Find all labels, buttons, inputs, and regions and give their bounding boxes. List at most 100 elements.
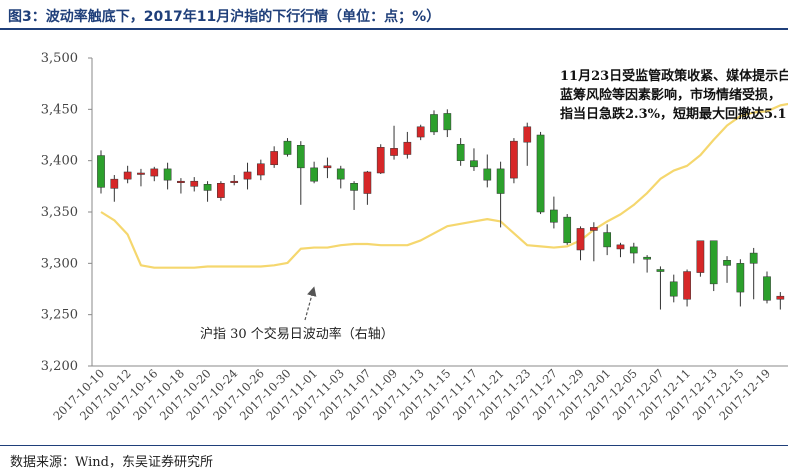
candle	[550, 196, 558, 229]
candle-body-down	[603, 232, 612, 248]
title-rule	[0, 28, 788, 30]
candle-body-down	[296, 145, 305, 169]
candle-body-down	[736, 263, 745, 293]
candle-body-up	[696, 240, 705, 273]
candle	[616, 242, 625, 258]
y-tick-label: 3,250	[41, 308, 78, 323]
footer-rule	[0, 445, 788, 446]
candle-body-down	[203, 184, 212, 191]
candle	[230, 175, 239, 186]
candle	[669, 274, 678, 303]
candle	[416, 124, 425, 141]
y-tick-label: 3,450	[41, 102, 78, 117]
candle-body-up	[270, 151, 279, 166]
candle	[656, 266, 665, 310]
candle-body-up	[150, 168, 159, 177]
candle-body-down	[97, 155, 105, 188]
candle-body-up	[363, 171, 372, 194]
candle	[443, 109, 452, 138]
candle-body-up	[616, 244, 625, 250]
candle	[190, 177, 199, 192]
candle-body-up	[576, 228, 585, 251]
event-annotation-line: 蓝筹风险等因素影响，市场情绪受损，	[560, 87, 781, 103]
volatility-line	[100, 102, 788, 269]
candle-body-down	[430, 114, 438, 133]
candle-body-down	[550, 209, 558, 223]
candle-body-up	[217, 183, 225, 198]
candle	[336, 165, 345, 189]
candle-body-up	[137, 172, 145, 175]
candle-body-up	[256, 163, 265, 176]
candle-body-down	[310, 167, 318, 182]
candle-body-down	[443, 113, 452, 131]
candle	[483, 154, 492, 188]
volatility-label: 沪指 30 个交易日波动率（右轴）	[200, 326, 394, 342]
candle-body-up	[403, 141, 412, 155]
candle-body-down	[709, 240, 718, 285]
candle	[390, 125, 398, 160]
event-annotation-line: 指当日急跌2.3%，短期最大回撤达5.1	[560, 106, 787, 122]
candle	[723, 256, 731, 283]
candle-body-down	[749, 252, 758, 264]
candle	[763, 271, 771, 304]
candle	[217, 181, 225, 201]
candle	[243, 162, 252, 190]
candle-body-down	[336, 168, 345, 180]
candle-body-down	[656, 269, 665, 272]
candle	[736, 259, 745, 307]
candle	[510, 138, 518, 184]
candle-body-up	[523, 126, 532, 143]
candle-body-up	[510, 140, 518, 179]
candle-body-down	[669, 281, 678, 297]
candle-body-up	[376, 147, 385, 174]
candle	[709, 240, 718, 292]
y-tick-label: 3,500	[41, 51, 78, 66]
candle	[683, 269, 691, 307]
candle-body-down	[629, 246, 638, 254]
candle	[177, 178, 185, 194]
candle	[137, 168, 145, 187]
y-tick-label: 3,300	[41, 256, 78, 271]
candle	[629, 242, 638, 264]
candle-body-up	[190, 180, 199, 187]
y-tick-label: 3,400	[41, 154, 78, 169]
candle	[403, 131, 412, 159]
candle	[123, 165, 132, 184]
candle	[270, 146, 279, 168]
candle-body-up	[110, 178, 119, 189]
candle-body-down	[350, 183, 358, 191]
candle	[643, 255, 651, 273]
event-annotation-line: 11月23日受监管政策收紧、媒体提示白	[560, 68, 788, 84]
candle	[203, 181, 212, 202]
candle-body-down	[470, 160, 478, 168]
candle	[323, 157, 332, 179]
candle-body-up	[177, 180, 185, 183]
candle-body-down	[643, 256, 651, 260]
candle-body-up	[123, 171, 132, 180]
y-tick-label: 3,200	[41, 359, 78, 374]
candle-body-up	[243, 171, 252, 180]
candle-body-down	[763, 276, 771, 301]
candle	[456, 138, 465, 166]
candle-body-up	[390, 148, 398, 156]
candle-body-down	[483, 168, 492, 181]
candle-body-up	[589, 227, 598, 231]
candle	[496, 161, 505, 228]
candle	[283, 138, 292, 157]
candle	[696, 240, 705, 277]
candle	[256, 159, 265, 181]
candle-body-down	[163, 168, 172, 181]
candle	[776, 292, 785, 310]
candle-body-up	[683, 271, 691, 300]
candle-body-down	[723, 260, 731, 266]
chart-title: 图3：波动率触底下，2017年11月沪指的下行行情（单位：点；%）	[8, 9, 441, 25]
candle	[563, 214, 572, 245]
candle	[523, 122, 532, 166]
candle	[576, 226, 585, 261]
candle-body-down	[536, 134, 545, 213]
candle	[363, 170, 372, 205]
candle	[749, 247, 758, 300]
candle-body-up	[776, 295, 785, 300]
candle-body-up	[416, 126, 425, 138]
candle	[470, 148, 478, 171]
